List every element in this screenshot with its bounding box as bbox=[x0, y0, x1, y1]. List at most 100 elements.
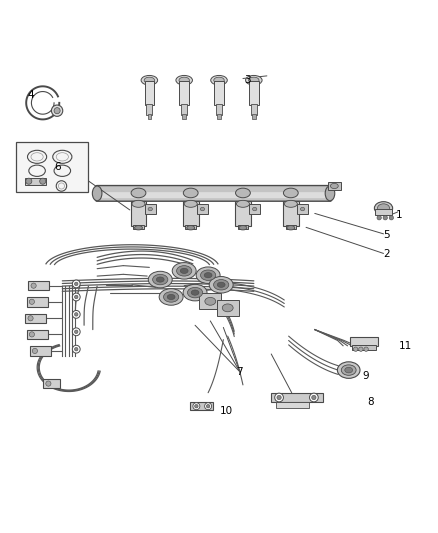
Ellipse shape bbox=[300, 207, 305, 211]
Ellipse shape bbox=[184, 188, 198, 198]
Ellipse shape bbox=[132, 200, 145, 207]
Circle shape bbox=[40, 178, 46, 184]
Ellipse shape bbox=[131, 188, 146, 198]
Circle shape bbox=[359, 347, 363, 351]
Ellipse shape bbox=[246, 76, 262, 85]
Circle shape bbox=[32, 349, 38, 353]
Ellipse shape bbox=[284, 200, 297, 207]
Ellipse shape bbox=[239, 225, 247, 230]
Circle shape bbox=[74, 295, 78, 298]
Ellipse shape bbox=[283, 188, 298, 198]
Ellipse shape bbox=[163, 292, 179, 302]
Circle shape bbox=[29, 332, 35, 337]
Ellipse shape bbox=[187, 225, 194, 230]
Bar bbox=[375, 209, 392, 215]
Bar bbox=[249, 204, 260, 214]
Circle shape bbox=[26, 178, 32, 184]
Ellipse shape bbox=[374, 201, 392, 215]
Circle shape bbox=[205, 403, 212, 410]
Bar bbox=[217, 114, 221, 119]
Circle shape bbox=[74, 330, 78, 334]
Ellipse shape bbox=[156, 277, 164, 282]
Bar bbox=[183, 201, 198, 226]
Ellipse shape bbox=[214, 279, 229, 290]
FancyBboxPatch shape bbox=[95, 185, 332, 201]
Circle shape bbox=[310, 393, 318, 402]
Ellipse shape bbox=[325, 186, 335, 201]
Bar bbox=[197, 204, 208, 214]
Ellipse shape bbox=[237, 200, 250, 207]
Ellipse shape bbox=[177, 265, 192, 276]
Bar bbox=[214, 80, 224, 104]
Bar bbox=[181, 104, 187, 115]
Bar bbox=[183, 114, 186, 119]
Bar bbox=[148, 114, 151, 119]
Text: 7: 7 bbox=[237, 367, 243, 377]
Bar bbox=[217, 300, 239, 316]
Bar bbox=[352, 345, 376, 350]
Ellipse shape bbox=[214, 77, 224, 83]
Circle shape bbox=[29, 299, 35, 304]
FancyBboxPatch shape bbox=[96, 192, 331, 198]
Circle shape bbox=[275, 393, 283, 402]
Circle shape bbox=[277, 395, 281, 400]
Circle shape bbox=[31, 283, 36, 288]
Circle shape bbox=[193, 403, 200, 410]
Bar bbox=[252, 114, 255, 119]
Circle shape bbox=[72, 328, 80, 336]
Bar bbox=[27, 329, 47, 339]
Text: 10: 10 bbox=[220, 406, 233, 416]
Ellipse shape bbox=[144, 77, 155, 83]
Ellipse shape bbox=[201, 270, 216, 280]
Text: 1: 1 bbox=[396, 210, 403, 220]
Bar bbox=[271, 393, 322, 402]
Ellipse shape bbox=[378, 204, 390, 213]
Circle shape bbox=[72, 310, 80, 318]
Bar bbox=[199, 294, 221, 309]
Ellipse shape bbox=[141, 76, 158, 85]
Bar bbox=[185, 225, 196, 229]
Ellipse shape bbox=[196, 267, 220, 284]
Ellipse shape bbox=[92, 186, 102, 201]
Ellipse shape bbox=[148, 207, 152, 211]
Circle shape bbox=[72, 293, 80, 301]
Circle shape bbox=[353, 347, 358, 351]
Bar bbox=[286, 225, 296, 229]
Ellipse shape bbox=[179, 77, 189, 83]
Text: 2: 2 bbox=[383, 249, 390, 260]
Ellipse shape bbox=[211, 76, 227, 85]
Text: 8: 8 bbox=[367, 397, 374, 407]
Ellipse shape bbox=[236, 188, 251, 198]
Ellipse shape bbox=[187, 287, 203, 298]
Circle shape bbox=[74, 348, 78, 351]
Bar bbox=[350, 337, 378, 346]
Circle shape bbox=[194, 405, 198, 408]
Bar bbox=[283, 201, 299, 226]
Circle shape bbox=[364, 347, 368, 351]
Bar bbox=[190, 402, 213, 410]
Ellipse shape bbox=[172, 263, 196, 279]
Circle shape bbox=[51, 105, 63, 116]
Ellipse shape bbox=[253, 207, 257, 211]
Bar bbox=[131, 201, 146, 226]
Ellipse shape bbox=[183, 284, 207, 301]
Ellipse shape bbox=[159, 289, 183, 305]
Circle shape bbox=[389, 215, 393, 220]
Text: 4: 4 bbox=[28, 91, 34, 100]
Bar bbox=[145, 204, 156, 214]
Circle shape bbox=[28, 316, 33, 321]
Ellipse shape bbox=[134, 225, 142, 230]
Ellipse shape bbox=[287, 225, 295, 230]
Circle shape bbox=[377, 215, 381, 220]
Bar bbox=[28, 281, 49, 290]
Ellipse shape bbox=[345, 367, 353, 373]
Ellipse shape bbox=[205, 297, 216, 305]
Ellipse shape bbox=[176, 76, 192, 85]
Ellipse shape bbox=[191, 290, 199, 295]
Text: 11: 11 bbox=[399, 341, 412, 351]
Bar bbox=[25, 313, 46, 323]
Bar bbox=[328, 182, 341, 190]
Ellipse shape bbox=[209, 277, 233, 293]
Bar bbox=[43, 379, 60, 389]
Bar bbox=[180, 80, 189, 104]
